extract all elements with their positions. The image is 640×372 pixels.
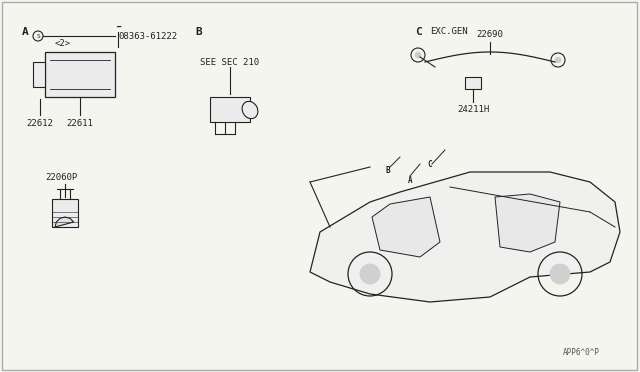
FancyBboxPatch shape [33, 62, 45, 87]
FancyBboxPatch shape [52, 199, 78, 227]
Circle shape [415, 52, 421, 58]
FancyBboxPatch shape [45, 52, 115, 97]
Circle shape [360, 264, 380, 284]
Text: 22611: 22611 [67, 119, 93, 128]
Text: 24211H: 24211H [457, 105, 489, 114]
Polygon shape [372, 197, 440, 257]
Text: SEE SEC 210: SEE SEC 210 [200, 58, 260, 67]
Text: APP6^0^P: APP6^0^P [563, 348, 600, 357]
Polygon shape [55, 217, 74, 227]
Text: C: C [428, 160, 432, 169]
Text: A: A [22, 27, 29, 37]
Polygon shape [310, 172, 620, 302]
Text: B: B [386, 166, 390, 174]
Text: ━: ━ [116, 24, 120, 30]
Text: EXC.GEN: EXC.GEN [430, 27, 468, 36]
Text: B: B [195, 27, 202, 37]
Circle shape [555, 57, 561, 63]
Text: <2>: <2> [55, 38, 71, 48]
Text: 22612: 22612 [27, 119, 53, 128]
Text: S: S [36, 33, 40, 38]
Text: 22060P: 22060P [45, 173, 77, 182]
FancyBboxPatch shape [210, 97, 250, 122]
Text: 08363-61222: 08363-61222 [118, 32, 177, 41]
Text: 22690: 22690 [477, 30, 504, 39]
Polygon shape [495, 194, 560, 252]
FancyBboxPatch shape [465, 77, 481, 89]
Text: C: C [415, 27, 422, 37]
Ellipse shape [242, 101, 258, 119]
Circle shape [550, 264, 570, 284]
Text: A: A [408, 176, 412, 185]
